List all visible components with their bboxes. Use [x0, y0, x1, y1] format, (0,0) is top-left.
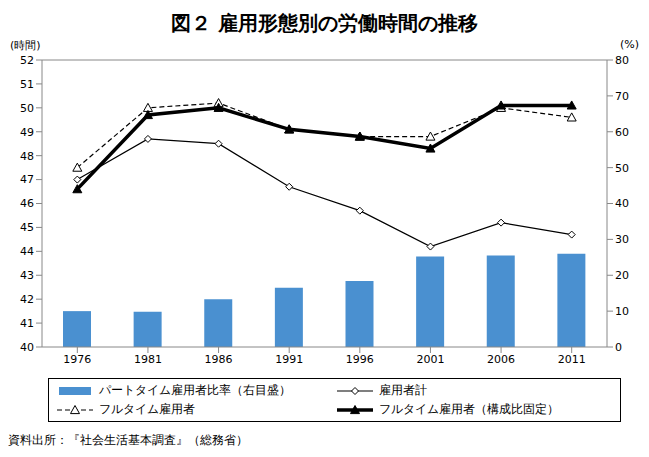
svg-text:45: 45 — [20, 221, 34, 234]
svg-text:48: 48 — [20, 150, 34, 163]
svg-text:52: 52 — [20, 54, 34, 67]
svg-text:50: 50 — [20, 102, 34, 115]
svg-text:43: 43 — [20, 269, 34, 282]
svg-text:80: 80 — [615, 54, 629, 67]
html-text:雇用者計: 雇用者計 — [378, 383, 427, 397]
svg-text:44: 44 — [20, 245, 34, 258]
svg-text:49: 49 — [20, 126, 34, 139]
svg-text:1986: 1986 — [205, 353, 233, 366]
svg-text:1976: 1976 — [63, 353, 91, 366]
svg-text:47: 47 — [20, 173, 34, 186]
svg-text:40: 40 — [20, 341, 34, 354]
html-text:図２ 雇用形態別の労働時間の推移: 図２ 雇用形態別の労働時間の推移 — [171, 11, 478, 35]
svg-text:42: 42 — [20, 293, 34, 306]
html-text:パートタイム雇用者比率（右目盛）: パートタイム雇用者比率（右目盛） — [99, 383, 291, 397]
svg-text:60: 60 — [615, 126, 629, 139]
svg-text:41: 41 — [20, 317, 34, 330]
svg-text:1996: 1996 — [346, 353, 374, 366]
svg-text:51: 51 — [20, 78, 34, 91]
svg-text:2006: 2006 — [487, 353, 515, 366]
html-text:(時間): (時間) — [10, 39, 41, 52]
svg-text:1981: 1981 — [134, 353, 162, 366]
svg-text:2001: 2001 — [416, 353, 444, 366]
html-text:フルタイム雇用者: フルタイム雇用者 — [99, 402, 195, 416]
svg-text:40: 40 — [615, 197, 629, 210]
svg-text:30: 30 — [615, 233, 629, 246]
html-text:フルタイム雇用者（構成比固定）: フルタイム雇用者（構成比固定） — [378, 402, 559, 416]
svg-text:2011: 2011 — [558, 353, 586, 366]
svg-text:10: 10 — [615, 305, 629, 318]
svg-text:70: 70 — [615, 90, 629, 103]
svg-text:20: 20 — [615, 269, 629, 282]
svg-text:46: 46 — [20, 197, 34, 210]
svg-text:0: 0 — [615, 341, 622, 354]
svg-text:1991: 1991 — [275, 353, 303, 366]
html-text:資料出所：『社会生活基本調査』（総務省）: 資料出所：『社会生活基本調査』（総務省） — [8, 433, 248, 447]
svg-text:50: 50 — [615, 162, 629, 175]
